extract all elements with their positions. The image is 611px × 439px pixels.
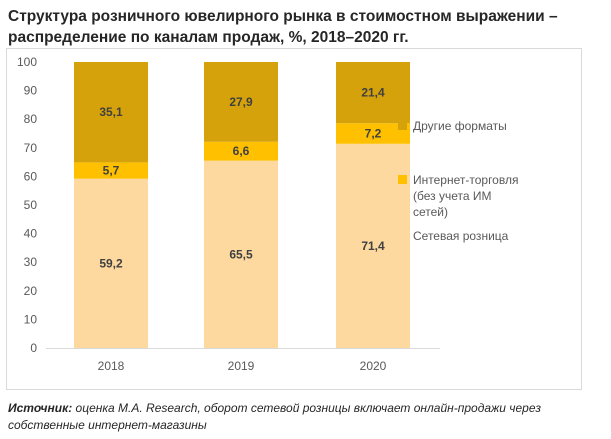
legend-swatch-internet <box>398 175 407 184</box>
y-tick-label: 30 <box>24 255 38 269</box>
y-tick-label: 60 <box>24 169 38 183</box>
data-label: 6,6 <box>233 144 250 158</box>
bar-segment <box>336 123 410 144</box>
source-note: Источник: оценка M.A. Research, оборот с… <box>8 400 603 434</box>
bar-segment <box>74 162 148 179</box>
y-tick-label: 70 <box>24 141 38 155</box>
y-tick-label: 80 <box>24 112 38 126</box>
y-tick-label: 90 <box>24 84 38 98</box>
y-tick-label: 0 <box>30 341 37 355</box>
legend-item-chain-retail: Сетевая розница <box>398 228 583 244</box>
data-label: 35,1 <box>99 105 123 119</box>
y-tick-label: 50 <box>24 198 38 212</box>
bar-segment <box>336 143 410 348</box>
bar-segment <box>74 62 148 163</box>
legend-swatch-other-formats <box>398 121 407 130</box>
legend-item-internet: Интернет-торговля (без учета ИМ сетей) <box>398 172 583 220</box>
source-label: Источник: <box>8 401 73 415</box>
legend-label-internet-line-1: Интернет-торговля <box>413 173 519 187</box>
chart-frame <box>6 48 582 390</box>
source-text: оценка M.A. Research, оборот сетевой роз… <box>8 401 541 432</box>
y-tick-label: 100 <box>17 55 37 69</box>
data-label: 7,2 <box>365 127 382 141</box>
bar-segment <box>204 141 278 161</box>
y-tick-label: 40 <box>24 227 38 241</box>
data-label: 65,5 <box>229 247 253 261</box>
legend-label-chain-retail: Сетевая розница <box>413 229 509 243</box>
data-label: 5,7 <box>103 164 120 178</box>
legend-label-internet-line-2: (без учета ИМ <box>413 189 492 203</box>
bar-segment <box>336 62 410 124</box>
legend-swatch-chain-retail <box>398 231 407 240</box>
chart-title-line-1: Структура розничного ювелирного рынка в … <box>8 8 558 25</box>
chart-title: Структура розничного ювелирного рынка в … <box>8 6 598 48</box>
bar-segment <box>204 62 278 142</box>
data-label: 21,4 <box>361 86 385 100</box>
x-tick-label: 2018 <box>98 359 125 373</box>
legend-label-internet-line-3: сетей) <box>413 205 449 219</box>
y-tick-label: 20 <box>24 284 38 298</box>
bar-segment <box>204 160 278 348</box>
legend-label-other-formats: Другие форматы <box>413 119 507 133</box>
bar-segment <box>74 178 148 348</box>
legend-item-other-formats: Другие форматы <box>398 118 583 134</box>
y-tick-label: 10 <box>24 312 38 326</box>
chart-title-line-2: распределение по каналам продаж, %, 2018… <box>8 29 409 46</box>
data-label: 27,9 <box>229 95 253 109</box>
data-label: 59,2 <box>99 256 123 270</box>
data-label: 71,4 <box>361 239 385 253</box>
x-tick-label: 2020 <box>360 359 387 373</box>
x-tick-label: 2019 <box>228 359 255 373</box>
